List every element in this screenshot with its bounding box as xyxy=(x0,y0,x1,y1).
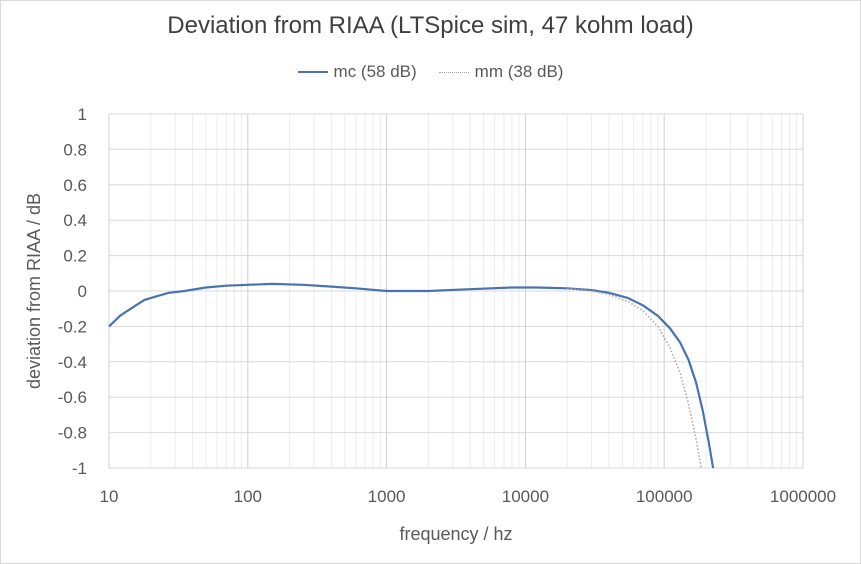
y-tick-label: -0.4 xyxy=(58,353,87,372)
legend-swatch-mc xyxy=(297,71,328,73)
y-tick-label: 0.4 xyxy=(63,211,87,230)
x-tick-label: 10 xyxy=(100,487,119,506)
y-tick-label: -0.6 xyxy=(58,388,87,407)
x-tick-label: 100 xyxy=(234,487,262,506)
legend-swatch-mm xyxy=(438,71,469,73)
y-tick-label: 1 xyxy=(78,105,87,124)
x-tick-label: 1000000 xyxy=(770,487,836,506)
series-line-1 xyxy=(567,287,703,469)
chart-title: Deviation from RIAA (LTSpice sim, 47 koh… xyxy=(167,12,694,39)
x-axis-title: frequency / hz xyxy=(399,524,512,544)
series-lines xyxy=(108,282,715,469)
x-tick-label: 1000 xyxy=(368,487,406,506)
legend-label-mc: mc (58 dB) xyxy=(333,62,417,81)
tick-labels: 10 100 1000 10000 100000 1000000 1 0.8 0.6 0.4 0.2… xyxy=(58,105,836,506)
x-tick-label: 10000 xyxy=(502,487,549,506)
y-tick-label: -1 xyxy=(72,459,87,478)
y-tick-label: 0 xyxy=(78,282,87,301)
y-tick-label: 0.8 xyxy=(63,140,87,159)
legend-entry-mc: mc (58 dB) xyxy=(297,62,417,82)
legend: mc (58 dB) mm (38 dB) xyxy=(0,62,861,82)
y-axis-title: deviation from RIAA / dB xyxy=(24,193,44,389)
y-tick-label: 0.6 xyxy=(63,176,87,195)
series-line-0 xyxy=(108,282,715,469)
grid-lines xyxy=(108,113,804,469)
y-tick-label: -0.8 xyxy=(58,424,87,443)
y-tick-label: -0.2 xyxy=(58,317,87,336)
legend-label-mm: mm (38 dB) xyxy=(474,62,564,81)
y-tick-label: 0.2 xyxy=(63,247,87,266)
x-tick-label: 100000 xyxy=(636,487,693,506)
legend-entry-mm: mm (38 dB) xyxy=(438,62,564,82)
